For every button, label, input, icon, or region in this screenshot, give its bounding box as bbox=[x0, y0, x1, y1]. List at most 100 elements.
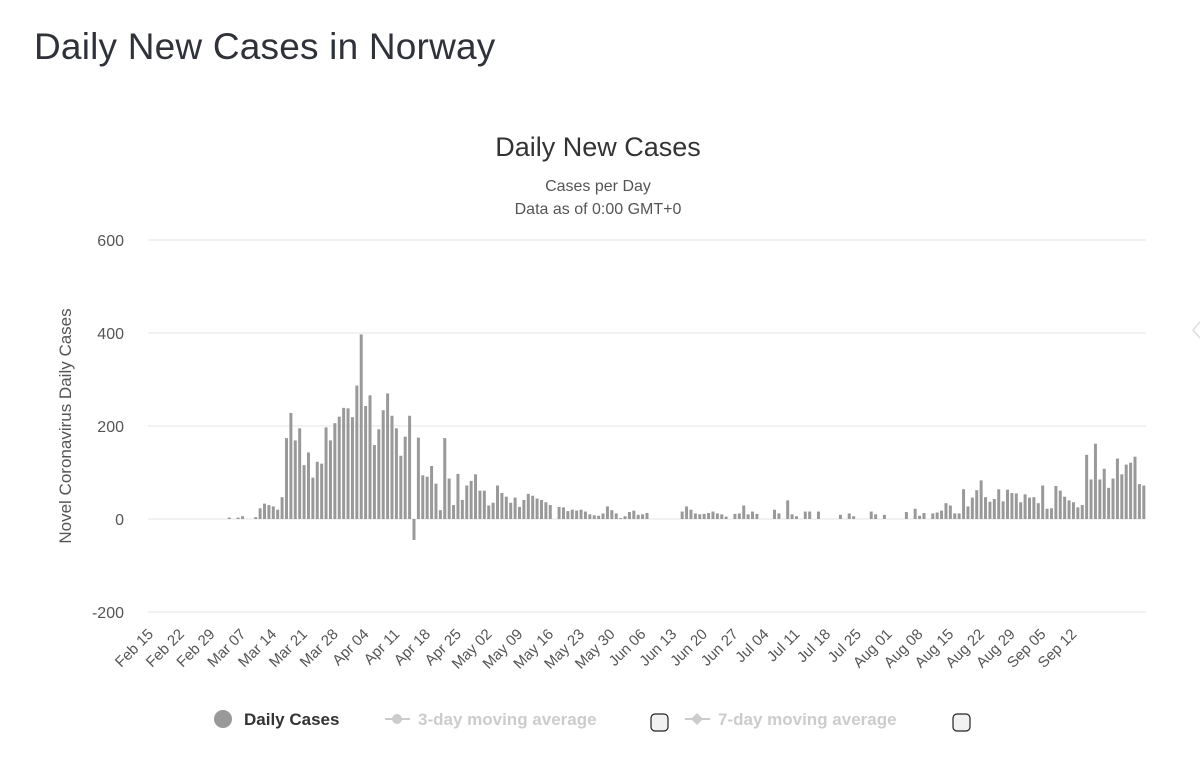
bar[interactable] bbox=[737, 513, 741, 519]
legend-item-3-day-average[interactable]: 3-day moving average bbox=[385, 710, 597, 729]
bar[interactable] bbox=[311, 477, 315, 519]
bar[interactable] bbox=[513, 497, 517, 519]
checkbox-7-day-average[interactable] bbox=[952, 713, 971, 732]
bar[interactable] bbox=[984, 497, 988, 519]
bar[interactable] bbox=[443, 438, 447, 519]
bar[interactable] bbox=[724, 516, 728, 519]
bar[interactable] bbox=[320, 463, 324, 519]
bar[interactable] bbox=[979, 480, 983, 519]
bar[interactable] bbox=[948, 505, 952, 519]
bar[interactable] bbox=[689, 509, 693, 519]
bar[interactable] bbox=[1115, 458, 1119, 519]
bar[interactable] bbox=[1058, 490, 1062, 519]
bar[interactable] bbox=[1054, 485, 1058, 519]
bar[interactable] bbox=[962, 489, 966, 519]
bar[interactable] bbox=[386, 393, 390, 519]
bar[interactable] bbox=[337, 416, 341, 519]
bar[interactable] bbox=[452, 505, 456, 519]
bar[interactable] bbox=[447, 478, 451, 519]
bar[interactable] bbox=[953, 513, 957, 519]
bar[interactable] bbox=[328, 440, 332, 519]
bar[interactable] bbox=[711, 511, 715, 519]
bar[interactable] bbox=[460, 499, 464, 519]
bar[interactable] bbox=[794, 516, 798, 519]
bar[interactable] bbox=[390, 415, 394, 519]
bar[interactable] bbox=[535, 498, 539, 519]
bar[interactable] bbox=[1129, 462, 1133, 519]
bar[interactable] bbox=[491, 502, 495, 519]
bar[interactable] bbox=[487, 505, 491, 519]
bar[interactable] bbox=[605, 506, 609, 519]
bar[interactable] bbox=[931, 513, 935, 519]
bar[interactable] bbox=[504, 496, 508, 519]
bar[interactable] bbox=[1080, 505, 1084, 519]
bar[interactable] bbox=[992, 499, 996, 519]
bar[interactable] bbox=[583, 511, 587, 519]
bar[interactable] bbox=[478, 490, 482, 519]
bar[interactable] bbox=[412, 519, 416, 540]
bar[interactable] bbox=[904, 512, 908, 519]
bar[interactable] bbox=[306, 452, 310, 520]
bar[interactable] bbox=[874, 514, 878, 519]
bar[interactable] bbox=[368, 395, 372, 519]
bar[interactable] bbox=[434, 483, 438, 519]
bar[interactable] bbox=[755, 513, 759, 519]
bar[interactable] bbox=[579, 509, 583, 519]
bar[interactable] bbox=[430, 465, 434, 519]
bar[interactable] bbox=[500, 492, 504, 519]
legend-item-daily-cases[interactable]: Daily Cases bbox=[214, 710, 339, 729]
bar[interactable] bbox=[610, 510, 614, 519]
bar[interactable] bbox=[1049, 508, 1053, 519]
bar[interactable] bbox=[403, 436, 407, 519]
bar[interactable] bbox=[1076, 507, 1080, 520]
bar[interactable] bbox=[324, 427, 328, 519]
bar[interactable] bbox=[1107, 487, 1111, 519]
bar[interactable] bbox=[636, 514, 640, 519]
bar[interactable] bbox=[597, 515, 601, 519]
bar[interactable] bbox=[526, 493, 530, 519]
bar[interactable] bbox=[619, 518, 623, 519]
bar[interactable] bbox=[302, 465, 306, 519]
bar[interactable] bbox=[641, 514, 645, 519]
bar[interactable] bbox=[241, 516, 245, 519]
bar[interactable] bbox=[803, 511, 807, 519]
bar[interactable] bbox=[227, 517, 231, 519]
bar[interactable] bbox=[1111, 478, 1115, 519]
bar[interactable] bbox=[1063, 496, 1067, 519]
bar[interactable] bbox=[627, 512, 631, 519]
bar[interactable] bbox=[1023, 494, 1027, 519]
bar[interactable] bbox=[838, 514, 842, 519]
bar[interactable] bbox=[988, 501, 992, 519]
bar[interactable] bbox=[1124, 464, 1128, 519]
bar[interactable] bbox=[289, 412, 293, 519]
bar[interactable] bbox=[680, 511, 684, 519]
bar[interactable] bbox=[482, 490, 486, 519]
bar[interactable] bbox=[566, 511, 570, 519]
bar[interactable] bbox=[531, 495, 535, 519]
bar[interactable] bbox=[518, 506, 521, 519]
bar[interactable] bbox=[548, 505, 552, 519]
bar[interactable] bbox=[1010, 492, 1014, 519]
bar[interactable] bbox=[997, 489, 1001, 519]
bar[interactable] bbox=[1102, 468, 1106, 519]
bar[interactable] bbox=[751, 511, 755, 519]
bar[interactable] bbox=[614, 513, 618, 519]
bar[interactable] bbox=[456, 473, 460, 519]
bar[interactable] bbox=[786, 500, 790, 519]
bar[interactable] bbox=[944, 503, 948, 519]
bar[interactable] bbox=[372, 445, 376, 519]
bar[interactable] bbox=[913, 508, 917, 519]
bar[interactable] bbox=[970, 497, 974, 519]
bar[interactable] bbox=[263, 503, 266, 519]
bar[interactable] bbox=[346, 408, 350, 519]
bar[interactable] bbox=[1142, 485, 1146, 519]
bar[interactable] bbox=[570, 509, 574, 519]
bar[interactable] bbox=[702, 513, 706, 519]
bar[interactable] bbox=[469, 480, 473, 519]
bar[interactable] bbox=[350, 417, 354, 519]
bar[interactable] bbox=[474, 474, 478, 519]
bar[interactable] bbox=[790, 514, 794, 519]
bar[interactable] bbox=[377, 429, 381, 519]
bar[interactable] bbox=[733, 513, 737, 519]
bar[interactable] bbox=[381, 410, 385, 519]
